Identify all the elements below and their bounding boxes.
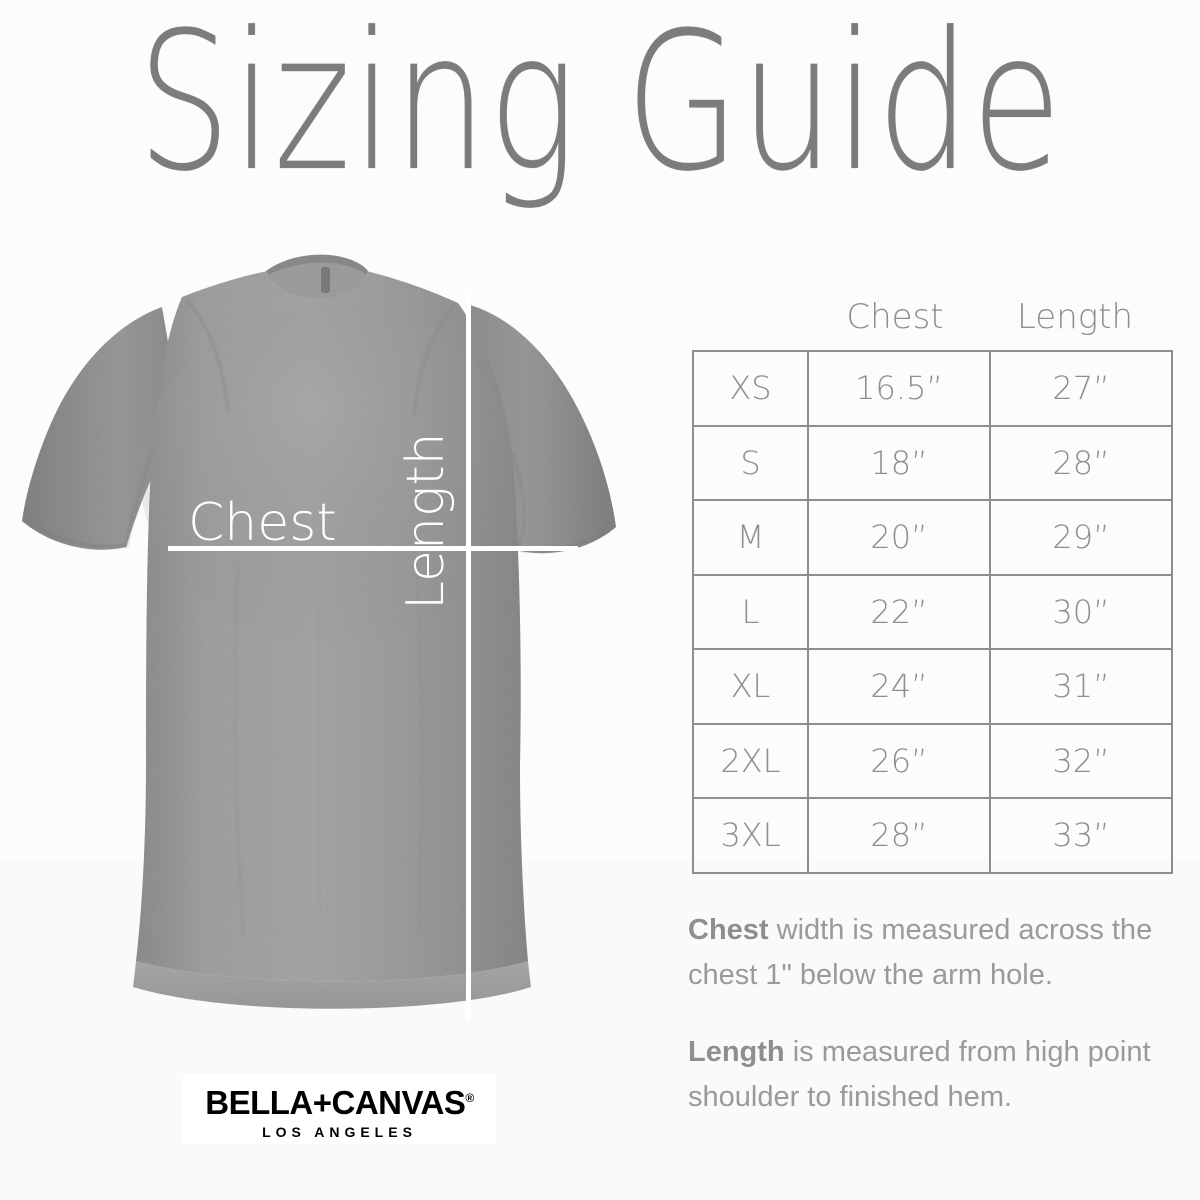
column-header-length: Length (1016, 297, 1134, 337)
cell-chest: 22” (807, 573, 991, 650)
note-length-keyword: Length (688, 1036, 785, 1068)
cell-length: 29” (989, 499, 1173, 576)
length-measure-line (466, 294, 471, 1022)
size-chart-table: XS 16.5” 27” S 18” 28” M 20” 29” L 22” 3… (692, 350, 1173, 874)
cell-size: 2XL (692, 722, 809, 799)
table-row: S 18” 28” (692, 424, 1173, 501)
brand-name: BELLA+CANVAS® (183, 1074, 496, 1123)
note-chest-text: width is measured across the chest 1" be… (688, 914, 1153, 991)
table-row: L 22” 30” (692, 573, 1173, 650)
cell-chest: 20” (807, 499, 991, 576)
note-chest-keyword: Chest (688, 914, 769, 946)
column-header-chest: Chest (846, 297, 944, 337)
cell-size: XL (692, 648, 809, 725)
size-chart-body: XS 16.5” 27” S 18” 28” M 20” 29” L 22” 3… (692, 350, 1173, 874)
table-row: XL 24” 31” (692, 648, 1173, 725)
cell-size: L (692, 573, 809, 650)
table-column-headers: Chest Length (692, 296, 1165, 342)
cell-size: S (692, 424, 809, 501)
table-row: XS 16.5” 27” (692, 350, 1173, 427)
cell-chest: 26” (807, 722, 991, 799)
chest-measure-line (168, 546, 578, 551)
length-measure-label: Length (396, 432, 456, 610)
cell-size: 3XL (692, 797, 809, 874)
cell-chest: 28” (807, 797, 991, 874)
brand-name-text: BELLA+CANVAS (205, 1084, 466, 1121)
cell-length: 28” (989, 424, 1173, 501)
cell-length: 32” (989, 722, 1173, 799)
note-chest: Chest width is measured across the chest… (688, 908, 1158, 998)
note-length: Length is measured from high point shoul… (688, 1030, 1158, 1120)
brand-tagline: LOS ANGELES (262, 1124, 417, 1140)
brand-logo: BELLA+CANVAS® LOS ANGELES (183, 1074, 496, 1144)
note-length-text: is measured from high point shoulder to … (688, 1036, 1151, 1113)
cell-length: 27” (989, 350, 1173, 427)
table-row: 2XL 26” 32” (692, 722, 1173, 799)
cell-size: XS (692, 350, 809, 427)
cell-chest: 24” (807, 648, 991, 725)
cell-length: 33” (989, 797, 1173, 874)
cell-size: M (692, 499, 809, 576)
cell-chest: 18” (807, 424, 991, 501)
chest-measure-label: Chest (188, 493, 337, 553)
table-row: M 20” 29” (692, 499, 1173, 576)
registered-trademark-icon: ® (465, 1091, 474, 1105)
cell-chest: 16.5” (807, 350, 991, 427)
table-row: 3XL 28” 33” (692, 797, 1173, 874)
tshirt-illustration (22, 254, 616, 1009)
cell-length: 30” (989, 573, 1173, 650)
cell-length: 31” (989, 648, 1173, 725)
page-title: Sizing Guide (137, 0, 1063, 214)
